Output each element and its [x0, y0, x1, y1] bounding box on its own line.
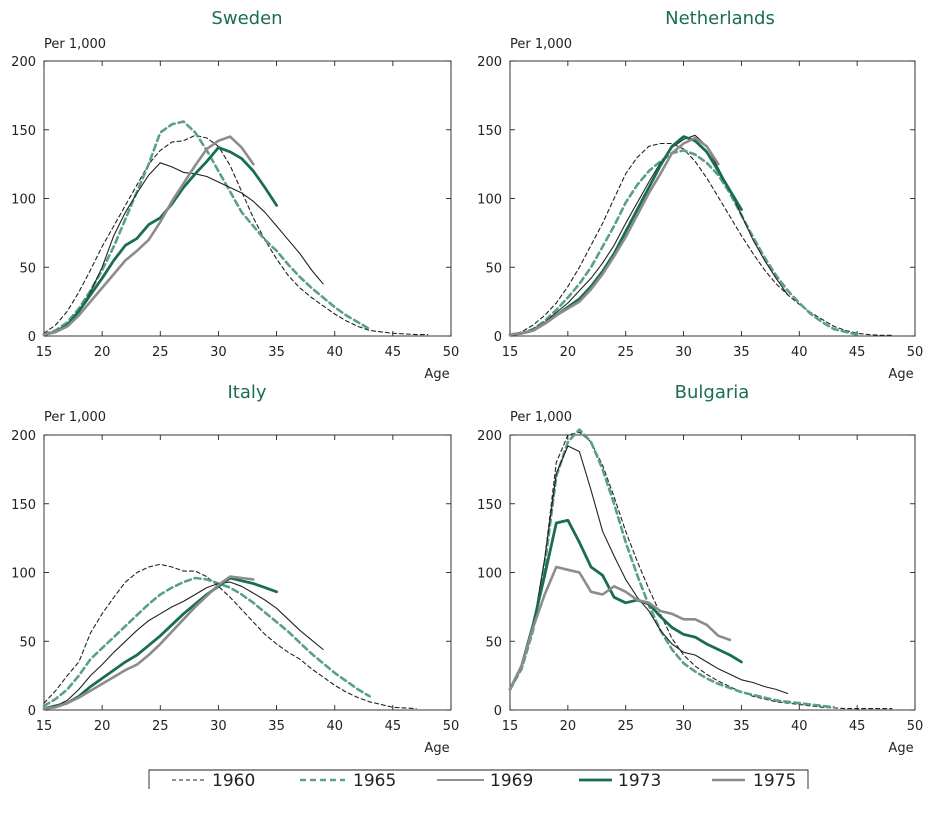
x-tick-label: 35: [733, 345, 750, 360]
x-tick-label: 20: [94, 345, 111, 360]
y-tick-label: 150: [11, 124, 36, 139]
series-line-1975-netherlands: [508, 136, 720, 336]
y-axis-label-bulgaria: Per 1,000: [510, 410, 572, 425]
y-tick-label: 0: [494, 330, 502, 345]
x-tick-label: 50: [907, 345, 924, 360]
x-axis-label-bulgaria: Age: [888, 741, 913, 756]
x-tick-label: 45: [849, 345, 866, 360]
x-tick-label: 50: [443, 719, 460, 734]
legend-label-1975: 1975: [753, 771, 796, 791]
y-tick-label: 0: [28, 704, 36, 719]
series-line-1975-bulgaria: [508, 565, 732, 691]
y-tick-label: 150: [11, 498, 36, 513]
x-tick-label: 15: [502, 719, 519, 734]
y-tick-label: 200: [11, 55, 36, 70]
x-tick-label: 35: [733, 719, 750, 734]
x-tick-label: 45: [385, 345, 402, 360]
plot-frame-italy: [43, 434, 452, 711]
panel-netherlands: Netherlands Per 1,000 0 50 100 150 200 15 20 25 30…: [477, 8, 923, 382]
series-line-1965-bulgaria: [508, 428, 836, 709]
series-line-1973-sweden: [42, 146, 278, 336]
plot-frame-bulgaria: [509, 434, 916, 711]
y-tick-label: 150: [477, 498, 502, 513]
x-tick-label: 30: [210, 719, 227, 734]
series-line-1975-italy: [42, 575, 255, 710]
panel-title-sweden: Sweden: [211, 8, 282, 29]
series-line-1975-sweden: [42, 135, 255, 336]
y-tick-label: 50: [485, 261, 502, 276]
x-tick-label: 30: [675, 719, 692, 734]
legend: 1960 1965 1969 1973 1975: [148, 769, 809, 791]
y-tick-label: 200: [11, 429, 36, 444]
legend-box: [148, 769, 809, 789]
series-line-1965-sweden: [42, 120, 371, 336]
y-tick-label: 100: [477, 567, 502, 582]
x-tick-label: 40: [326, 345, 343, 360]
series-line-1969-netherlands: [509, 134, 789, 336]
x-tick-label: 45: [385, 719, 402, 734]
series-line-1965-italy: [42, 576, 371, 708]
series-line-1973-bulgaria: [508, 518, 743, 691]
x-tick-label: 50: [443, 345, 460, 360]
series-line-1965-netherlands: [508, 149, 859, 336]
x-tick-label: 25: [617, 719, 634, 734]
legend-label-1960: 1960: [212, 771, 255, 791]
x-tick-label: 25: [152, 345, 169, 360]
x-tick-label: 45: [849, 719, 866, 734]
y-tick-label: 200: [477, 55, 502, 70]
series-line-1960-italy: [43, 563, 417, 710]
x-tick-label: 35: [268, 345, 285, 360]
panel-bulgaria: Bulgaria Per 1,000 0 50 100 150 200 15 20 25 30 35 4…: [477, 382, 923, 756]
panel-sweden: Sweden Per 1,000 0 50 100 150 200 15 20 25 30 35 40 4…: [11, 8, 459, 382]
y-axis-label-italy: Per 1,000: [44, 410, 106, 425]
legend-label-1973: 1973: [618, 771, 661, 791]
series-line-1969-italy: [43, 581, 324, 710]
y-tick-label: 100: [11, 567, 36, 582]
y-axis-label-netherlands: Per 1,000: [510, 37, 572, 52]
x-tick-label: 20: [94, 719, 111, 734]
x-tick-label: 25: [152, 719, 169, 734]
y-tick-label: 0: [28, 330, 36, 345]
y-tick-label: 200: [477, 429, 502, 444]
series-line-1960-netherlands: [509, 142, 893, 336]
plot-frame-sweden: [43, 60, 452, 337]
panel-title-italy: Italy: [227, 382, 266, 403]
x-axis-label-italy: Age: [424, 741, 449, 756]
y-tick-label: 100: [477, 193, 502, 208]
y-tick-label: 100: [11, 193, 36, 208]
y-tick-label: 50: [19, 635, 36, 650]
x-tick-label: 50: [907, 719, 924, 734]
y-axis-label-sweden: Per 1,000: [44, 37, 106, 52]
x-tick-label: 35: [268, 719, 285, 734]
x-tick-label: 40: [326, 719, 343, 734]
x-axis-label-netherlands: Age: [888, 367, 913, 382]
series-line-1969-sweden: [43, 162, 324, 336]
x-tick-label: 20: [560, 719, 577, 734]
x-tick-label: 40: [791, 345, 808, 360]
y-tick-label: 50: [19, 261, 36, 276]
y-tick-label: 0: [494, 704, 502, 719]
panel-title-netherlands: Netherlands: [665, 8, 775, 29]
y-tick-label: 50: [485, 635, 502, 650]
x-tick-label: 30: [675, 345, 692, 360]
x-axis-label-sweden: Age: [424, 367, 449, 382]
legend-label-1969: 1969: [490, 771, 533, 791]
series-line-1969-bulgaria: [509, 445, 789, 695]
x-tick-label: 30: [210, 345, 227, 360]
series-line-1973-italy: [42, 576, 278, 710]
y-tick-label: 150: [477, 124, 502, 139]
panel-title-bulgaria: Bulgaria: [675, 382, 750, 403]
x-tick-label: 20: [560, 345, 577, 360]
x-tick-label: 25: [617, 345, 634, 360]
x-tick-label: 15: [36, 345, 53, 360]
series-line-1960-sweden: [43, 134, 429, 336]
x-tick-label: 15: [36, 719, 53, 734]
panel-italy: Italy Per 1,000 0 50 100 150 200 15 20 25 30 35 40 45…: [11, 382, 459, 756]
x-tick-label: 15: [502, 345, 519, 360]
legend-label-1965: 1965: [353, 771, 396, 791]
x-tick-label: 40: [791, 719, 808, 734]
